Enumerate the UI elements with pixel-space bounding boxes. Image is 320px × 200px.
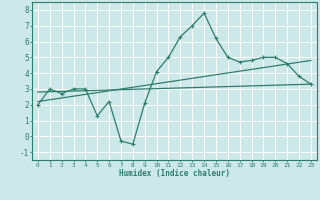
X-axis label: Humidex (Indice chaleur): Humidex (Indice chaleur)	[119, 169, 230, 178]
